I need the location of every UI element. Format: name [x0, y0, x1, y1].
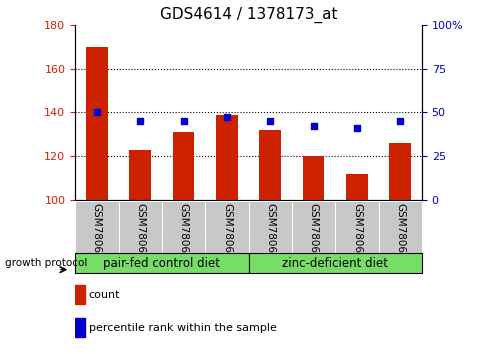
Text: pair-fed control diet: pair-fed control diet: [103, 257, 220, 270]
Text: count: count: [89, 290, 120, 300]
Point: [395, 118, 403, 124]
Bar: [75, 285, 85, 304]
Bar: [248, 253, 421, 273]
Bar: [129, 150, 151, 200]
Text: GSM780662: GSM780662: [351, 203, 361, 266]
Bar: [118, 201, 162, 253]
Text: zinc-deficient diet: zinc-deficient diet: [282, 257, 388, 270]
Text: GSM780663: GSM780663: [394, 203, 405, 266]
Point: [266, 118, 273, 124]
Bar: [162, 201, 205, 253]
Point: [309, 123, 317, 129]
Point: [93, 110, 101, 115]
Bar: [75, 318, 85, 337]
Text: GSM780659: GSM780659: [222, 203, 231, 266]
Point: [352, 125, 360, 131]
Bar: [346, 174, 367, 200]
Bar: [205, 201, 248, 253]
Text: growth protocol: growth protocol: [5, 258, 87, 268]
Text: GSM780656: GSM780656: [91, 203, 102, 266]
Point: [136, 118, 144, 124]
Bar: [291, 201, 334, 253]
Point: [179, 118, 187, 124]
Bar: [302, 156, 324, 200]
Point: [223, 114, 230, 120]
Bar: [248, 201, 291, 253]
Bar: [259, 130, 281, 200]
Bar: [334, 201, 378, 253]
Bar: [86, 47, 107, 200]
Text: GSM780661: GSM780661: [308, 203, 318, 266]
Text: GSM780660: GSM780660: [265, 203, 274, 266]
Bar: [75, 253, 248, 273]
Text: percentile rank within the sample: percentile rank within the sample: [89, 323, 276, 333]
Bar: [389, 143, 410, 200]
Bar: [172, 132, 194, 200]
Bar: [378, 201, 421, 253]
Bar: [215, 115, 237, 200]
Title: GDS4614 / 1378173_at: GDS4614 / 1378173_at: [160, 7, 336, 23]
Text: GSM780657: GSM780657: [135, 203, 145, 266]
Text: GSM780658: GSM780658: [178, 203, 188, 266]
Bar: [75, 201, 118, 253]
